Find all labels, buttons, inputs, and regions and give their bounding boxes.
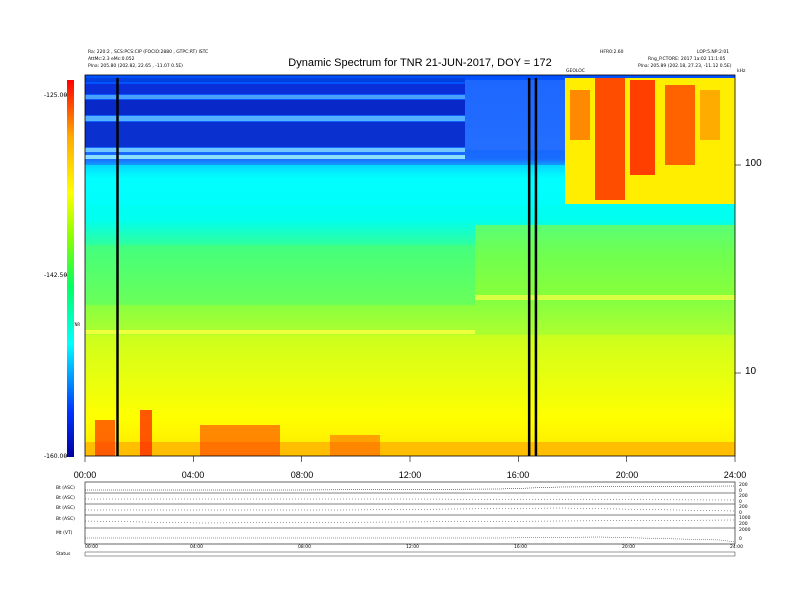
spectrogram-area bbox=[85, 75, 735, 456]
x-tick-5: 20:00 bbox=[615, 470, 639, 480]
panel-label-3: Bt (ASC) bbox=[56, 506, 75, 511]
x-tick-3: 12:00 bbox=[398, 470, 422, 480]
x-tick-4: 16:00 bbox=[506, 470, 530, 480]
header-right-line-3: Rng_P.CTORE: 2017 1a:02 11:1:05 bbox=[648, 57, 726, 62]
panel-2-scale-bottom: 0 bbox=[739, 500, 742, 505]
bottom-x-3: 12:00 bbox=[406, 545, 419, 550]
panel-5-scale-bottom: 0 bbox=[739, 537, 742, 542]
colorbar bbox=[67, 80, 74, 457]
x-tick-0: 00:00 bbox=[73, 470, 97, 480]
header-right-line-2: LOP:5.NP:2:01 bbox=[697, 50, 730, 55]
panel-label-5: Mt (VT) bbox=[56, 531, 73, 536]
header-left-line-1: Ra: 220:2 , SCS:PCS:CIP (FOCIO:2880 , GT… bbox=[88, 50, 209, 55]
footer-status-label: Status bbox=[56, 552, 71, 557]
header-right-line-4: Plna: 205.89 (202.18, 27.23, -11.12 0.5E… bbox=[638, 64, 732, 69]
x-tick-marks bbox=[84, 456, 736, 462]
colorbar-tick-mid: -142.50 bbox=[44, 272, 68, 279]
bottom-x-2: 08:00 bbox=[298, 545, 311, 550]
bottom-x-4: 16:00 bbox=[514, 545, 527, 550]
colorbar-tick-top: -125.00 bbox=[44, 92, 68, 99]
x-tick-6: 24:00 bbox=[723, 470, 747, 480]
panel-3-scale-top: 200 bbox=[739, 505, 748, 510]
vertical-lines bbox=[116, 78, 538, 456]
panel-4-scale-bottom: 200 bbox=[739, 522, 748, 527]
panel-label-1: Bt (ASC) bbox=[56, 486, 75, 491]
header-right-line-1: HFR0:2.60 bbox=[600, 50, 624, 55]
panel-1-scale-bottom: 0 bbox=[739, 489, 742, 494]
panel-label-2: Bt (ASC) bbox=[56, 496, 75, 501]
panel-5-scale-top: 2000 bbox=[739, 528, 751, 533]
panel-label-4: Bt (ASC) bbox=[56, 517, 75, 522]
y-tick-10: 10 bbox=[745, 366, 757, 377]
bottom-x-5: 20:00 bbox=[622, 545, 635, 550]
x-tick-2: 08:00 bbox=[290, 470, 314, 480]
chart-title: Dynamic Spectrum for TNR 21-JUN-2017, DO… bbox=[288, 57, 552, 69]
bottom-x-6: 24:00 bbox=[730, 545, 743, 550]
panel-4-scale-top: 1000 bbox=[739, 516, 751, 521]
y-tick-100: 100 bbox=[745, 158, 762, 169]
bottom-x-0: 00:00 bbox=[85, 545, 98, 550]
bottom-x-1: 04:00 bbox=[190, 545, 203, 550]
ephemeris-panels bbox=[84, 481, 736, 545]
header-left-line-3: Plna: 205.80 (202.82, 22.65 , -11.07 0.5… bbox=[88, 64, 183, 69]
status-strip bbox=[84, 551, 736, 557]
panel-2-scale-top: 200 bbox=[739, 494, 748, 499]
marker-label: GEOLOC bbox=[566, 69, 585, 74]
panel-1-scale-top: 200 bbox=[739, 483, 748, 488]
colorbar-label: TNR bbox=[72, 322, 81, 327]
y-corner-label: kHz bbox=[737, 69, 746, 74]
colorbar-tick-bottom: -160.00 bbox=[44, 453, 68, 460]
panel-3-scale-bottom: 0 bbox=[739, 511, 742, 516]
header-left-line-2: AttMc:2.3 eMc:0.052 bbox=[88, 57, 135, 62]
x-tick-1: 04:00 bbox=[181, 470, 205, 480]
